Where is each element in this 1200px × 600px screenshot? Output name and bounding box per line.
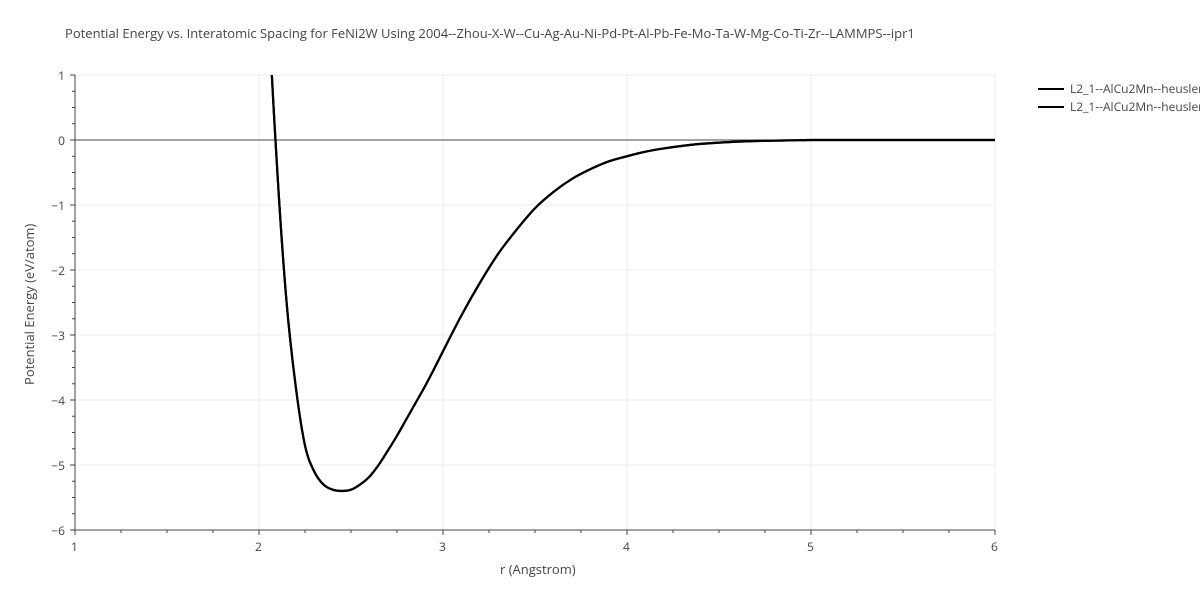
y-tick-label: −2	[51, 262, 65, 279]
y-tick-label: 0	[58, 132, 65, 149]
legend-swatch	[1038, 88, 1064, 90]
y-tick-label: −3	[51, 327, 65, 344]
y-tick-label: −1	[51, 197, 65, 214]
x-tick-label: 1	[71, 538, 78, 555]
legend-item[interactable]: L2_1--AlCu2Mn--heusler	[1038, 80, 1200, 97]
legend-label: L2_1--AlCu2Mn--heusler	[1070, 98, 1200, 115]
x-tick-label: 3	[439, 538, 446, 555]
y-tick-label: −5	[51, 457, 65, 474]
legend-swatch	[1038, 106, 1064, 108]
x-tick-label: 4	[623, 538, 630, 555]
legend-label: L2_1--AlCu2Mn--heusler	[1070, 80, 1200, 97]
x-tick-label: 5	[807, 538, 814, 555]
y-tick-label: −4	[51, 392, 65, 409]
x-tick-label: 2	[255, 538, 262, 555]
y-tick-label: −6	[51, 522, 65, 539]
legend-item[interactable]: L2_1--AlCu2Mn--heusler	[1038, 98, 1200, 115]
y-tick-label: 1	[58, 67, 65, 84]
plot-svg[interactable]	[0, 0, 1200, 600]
chart-container: Potential Energy vs. Interatomic Spacing…	[0, 0, 1200, 600]
x-tick-label: 6	[991, 538, 998, 555]
